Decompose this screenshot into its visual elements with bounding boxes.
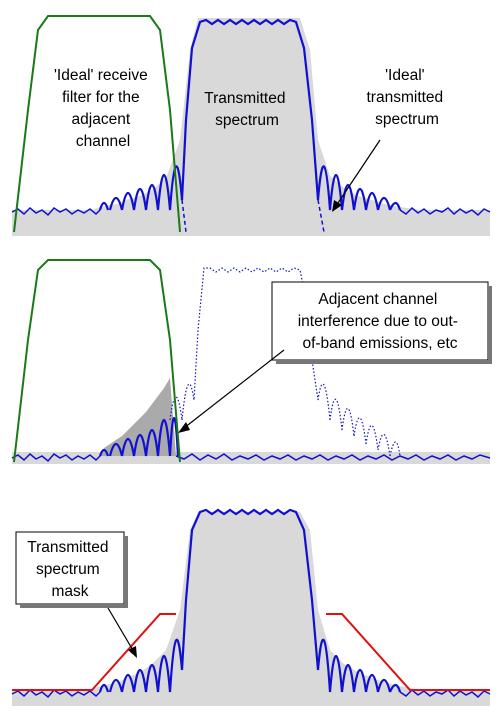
left-sidelobes bbox=[98, 638, 184, 693]
receive-filter-curve bbox=[13, 15, 181, 233]
noise-floor-line-mid bbox=[175, 453, 491, 461]
callout-mask-shadow-side bbox=[124, 536, 128, 608]
transmitted-shaded-area bbox=[12, 18, 490, 236]
label-receive-filter: 'Ideal' receive filter for the adjacent … bbox=[54, 67, 152, 150]
transmitted-shaded-area bbox=[12, 512, 490, 706]
panel-bottom: Transmitted spectrum mask bbox=[11, 508, 491, 706]
ideal-arrow-line bbox=[335, 139, 381, 207]
receive-filter-curve bbox=[13, 259, 181, 463]
callout-interference-shadow-side bbox=[488, 286, 492, 364]
interference-arrow-line bbox=[183, 349, 285, 429]
panel-middle: Adjacent channel interference due to out… bbox=[11, 259, 492, 464]
panel-top: 'Ideal' receive filter for the adjacent … bbox=[11, 15, 491, 236]
mask-arrow-line bbox=[107, 607, 135, 653]
dotted-transmitted-spectrum bbox=[169, 267, 401, 457]
label-ideal-transmitted: 'Ideal' transmitted spectrum bbox=[367, 67, 448, 128]
callout-mask-shadow bbox=[20, 604, 128, 608]
right-sidelobes bbox=[316, 165, 402, 211]
ideal-transmitted-edge-left bbox=[181, 199, 187, 233]
interference-sidelobes bbox=[98, 417, 180, 457]
mask-arrow-head bbox=[128, 646, 137, 658]
noise-floor-line-right bbox=[399, 206, 491, 217]
ideal-arrow-head bbox=[332, 200, 342, 212]
transmitted-main-lobe bbox=[180, 508, 320, 671]
label-transmitted-spectrum: Transmitted spectrum bbox=[204, 90, 290, 129]
noise-floor-line bbox=[11, 206, 101, 217]
interference-arrow-head bbox=[178, 422, 190, 433]
label-ideal-transmitted-box bbox=[355, 62, 459, 134]
right-sidelobes bbox=[316, 638, 402, 693]
callout-interference-box bbox=[271, 281, 489, 361]
callout-interference-shadow bbox=[276, 360, 492, 364]
transmitted-main-lobe bbox=[180, 18, 320, 201]
left-sidelobes bbox=[98, 165, 184, 211]
interference-shaded-area bbox=[100, 378, 176, 456]
spectrum-mask-line bbox=[12, 613, 490, 691]
noise-floor-line bbox=[11, 688, 101, 699]
noise-floor-line-right bbox=[399, 688, 491, 699]
label-mask: Transmitted spectrum mask bbox=[27, 539, 113, 600]
callout-mask-label-box bbox=[15, 531, 125, 605]
label-interference: Adjacent channel interference due to out… bbox=[298, 291, 463, 352]
noise-floor-line bbox=[11, 452, 101, 463]
ideal-transmitted-edge-right bbox=[317, 199, 325, 233]
